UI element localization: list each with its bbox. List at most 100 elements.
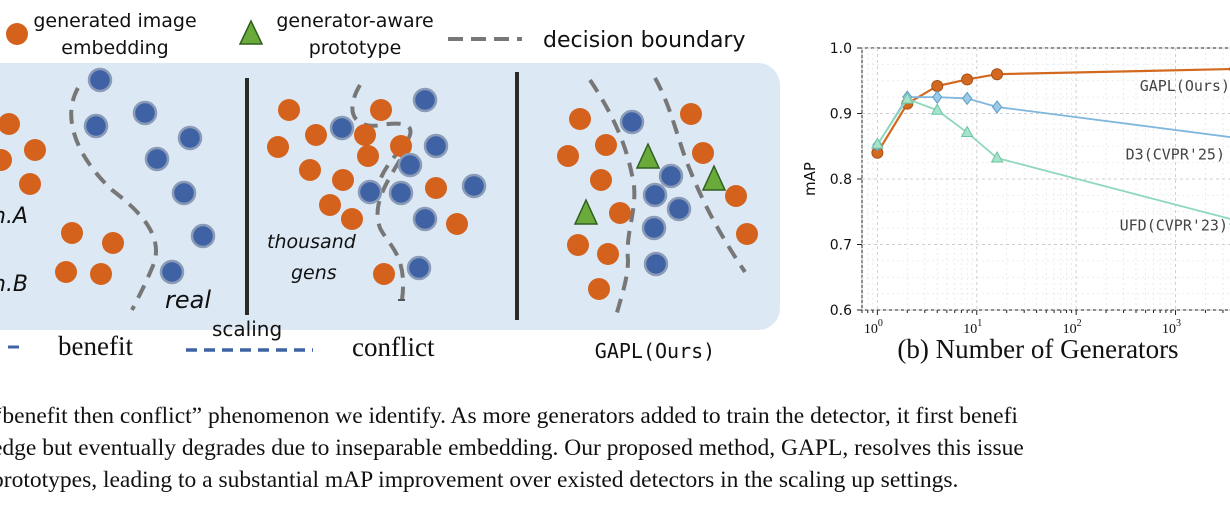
generated-dot <box>680 103 702 125</box>
real-dot <box>132 100 158 126</box>
scaling-label: scaling <box>212 317 282 341</box>
generated-dot <box>299 159 321 181</box>
prototype-triangle <box>635 142 661 169</box>
generated-dot <box>267 136 289 158</box>
data-point <box>930 103 944 115</box>
data-point <box>991 68 1004 81</box>
prototype-triangle <box>701 164 727 191</box>
generated-dot <box>569 108 591 130</box>
x-tick-exponent: 0 <box>878 318 883 329</box>
x-tick-exponent: 3 <box>1176 318 1181 329</box>
real-dots <box>83 67 692 285</box>
real-dot <box>658 163 684 189</box>
generated-dot <box>597 243 619 265</box>
data-point <box>960 125 974 137</box>
series-GAPL(Ours): GAPL(Ours) <box>871 66 1230 159</box>
generated-dot <box>278 99 300 121</box>
generated-dot <box>319 194 341 216</box>
real-dot <box>397 152 423 178</box>
data-point <box>991 100 1003 114</box>
generated-dot <box>446 213 468 235</box>
caption-line-2: edge but eventually degrades due to inse… <box>0 435 1024 461</box>
generated-dot <box>692 142 714 164</box>
series-line <box>876 67 1230 154</box>
generated-dot <box>588 278 610 300</box>
generated-dot <box>0 149 12 171</box>
generated-dot <box>0 113 20 135</box>
middle-label-line2: gens <box>291 262 337 284</box>
series: GAPL(Ours) D3(CVPR'25) UFD(CVPR'23) <box>871 66 1230 234</box>
real-dot <box>423 133 449 159</box>
real-dot <box>177 125 203 151</box>
gapl-panel-label: GAPL(Ours) <box>595 339 715 363</box>
data-point <box>962 91 973 106</box>
series-label: GAPL(Ours) <box>1140 77 1230 95</box>
boundary-left <box>69 87 158 311</box>
data-point <box>871 137 884 149</box>
generated-dot <box>557 145 579 167</box>
real-dot <box>406 255 432 281</box>
caption-line-3: prototypes, leading to a substantial mAP… <box>0 467 959 493</box>
generated-dot <box>24 139 46 161</box>
y-tick-label: 1.0 <box>830 41 852 57</box>
benefit-label: benefit <box>58 331 133 361</box>
real-dot <box>159 259 185 285</box>
generated-dot <box>61 222 83 244</box>
figure-caption: “benefit then conflict” phenomenon we id… <box>0 400 1230 496</box>
data-point <box>931 79 944 92</box>
boundary-middle-a <box>350 83 413 211</box>
boundary-right-a <box>588 78 637 321</box>
real-dot <box>412 206 438 232</box>
real-dot <box>144 146 170 172</box>
grid <box>861 47 1230 311</box>
generated-dot <box>19 173 41 195</box>
real-dot <box>87 67 113 93</box>
real-label: real <box>165 286 211 314</box>
figure: generated image embedding generator-awar… <box>0 10 1230 364</box>
generated-dot <box>736 223 758 245</box>
generated-dot <box>341 208 363 230</box>
real-dot <box>171 180 197 206</box>
prototype-legend-icon <box>238 19 264 45</box>
generated-dot <box>567 234 589 256</box>
left-label-b: n.B <box>0 272 28 297</box>
data-point <box>961 73 974 86</box>
generated-dot <box>354 124 376 146</box>
series-line <box>876 97 1230 220</box>
y-tick-label: 0.6 <box>830 303 852 319</box>
legend-boundary-label: decision boundary <box>543 28 746 53</box>
x-tick-label: 100 <box>864 318 883 337</box>
real-dot <box>190 223 216 249</box>
x-axis-label: (b) Number of Generators <box>897 334 1178 364</box>
x-tick-exponent: 2 <box>1077 318 1082 329</box>
real-dot <box>642 182 668 208</box>
generated-dot <box>390 135 412 157</box>
conflict-label: conflict <box>352 332 435 362</box>
data-point <box>900 92 914 104</box>
y-tick-label: 0.9 <box>830 107 852 123</box>
real-dot <box>329 115 355 141</box>
data-point <box>990 151 1004 163</box>
boundary-middle-b <box>375 158 406 301</box>
generated-embedding-legend-icon <box>6 23 28 45</box>
generated-dot <box>725 185 747 207</box>
real-dot <box>643 251 669 277</box>
prototype-triangle <box>573 198 599 225</box>
legend-prototype-line2: prototype <box>309 37 402 59</box>
real-dot <box>461 173 487 199</box>
generated-dot <box>595 134 617 156</box>
prototype-triangles <box>573 142 727 225</box>
series-UFD(CVPR'23): UFD(CVPR'23) <box>871 92 1230 234</box>
series-label: D3(CVPR'25) <box>1126 146 1225 164</box>
data-point <box>932 90 943 104</box>
real-dot <box>357 179 383 205</box>
generated-dot <box>373 263 395 285</box>
real-dot <box>666 196 692 222</box>
generated-dot <box>305 124 327 146</box>
legend-generated-line2: embedding <box>61 37 168 59</box>
generated-dot <box>425 177 447 199</box>
middle-label-line1: thousand <box>267 231 357 253</box>
y-tick-label: 0.7 <box>830 238 852 254</box>
